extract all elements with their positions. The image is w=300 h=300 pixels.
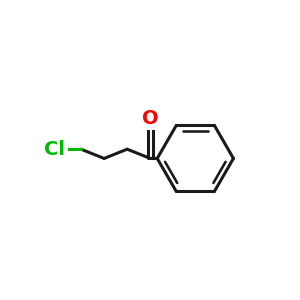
Text: O: O	[142, 109, 159, 128]
Text: Cl: Cl	[44, 140, 65, 159]
